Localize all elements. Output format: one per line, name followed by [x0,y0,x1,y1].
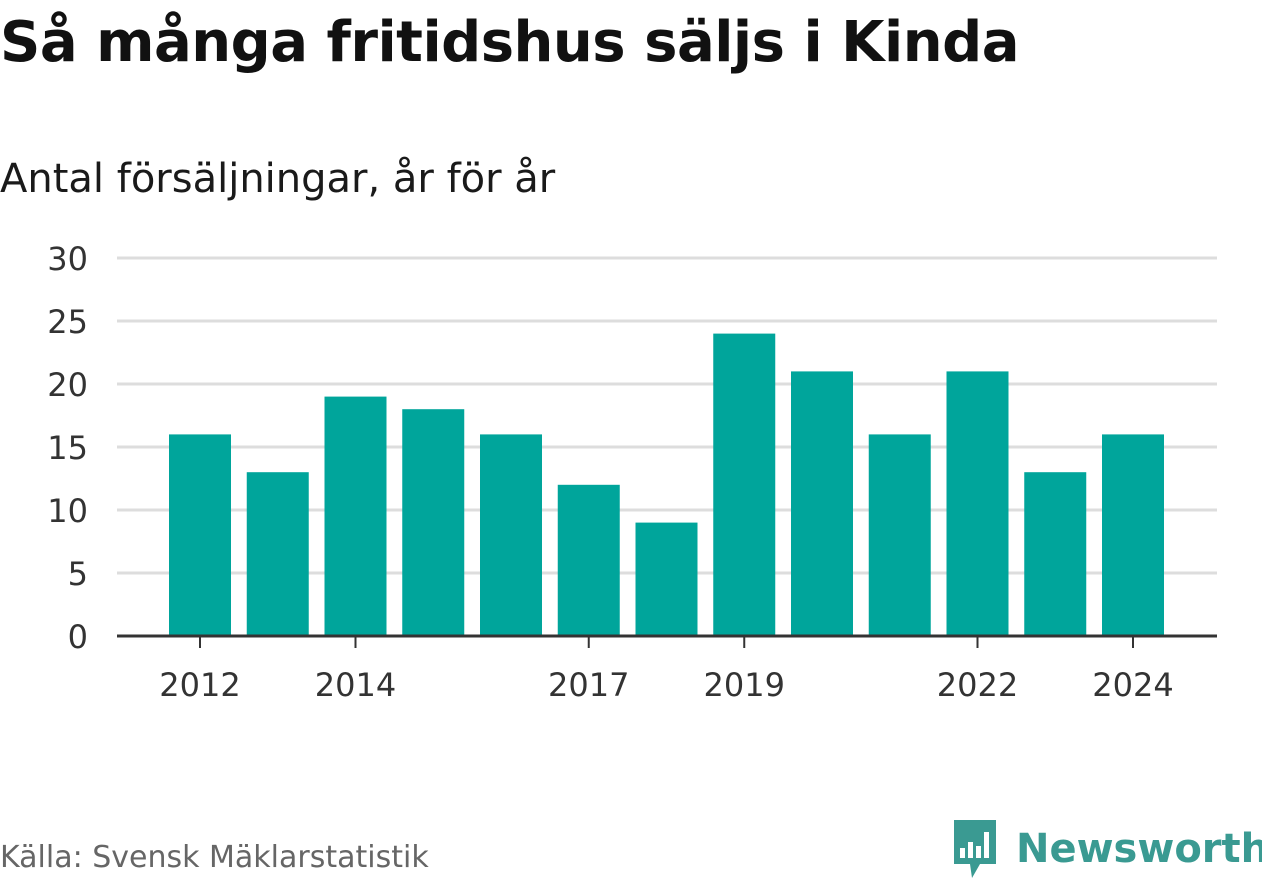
chart-subtitle: Antal försäljningar, år för år [0,156,556,202]
x-tick-label: 2022 [937,666,1018,704]
x-tick-label: 2014 [315,666,396,704]
x-tick-label: 2017 [548,666,629,704]
x-tick-label: 2019 [704,666,785,704]
bar-2013 [246,472,309,636]
y-tick-label: 15 [47,429,88,467]
bar-2020 [791,371,853,636]
x-tick-label: 2024 [1092,666,1173,704]
bar-2021 [868,434,931,636]
brand-name: Newsworthy [1016,826,1262,872]
source-note: Källa: Svensk Mäklarstatistik [0,840,429,875]
y-tick-label: 30 [47,240,88,278]
bar-2016 [480,434,542,636]
y-tick-label: 0 [68,618,88,656]
bar-2017 [557,484,620,636]
bar-2015 [402,409,465,636]
brand-logo: Newsworthy [950,818,1262,880]
bar-2012 [169,434,231,636]
y-tick-label: 20 [47,366,88,404]
x-tick-label: 2012 [159,666,240,704]
newsworthy-logo-icon [954,820,996,878]
y-tick-label: 5 [68,555,88,593]
bar-2018 [635,522,698,636]
bar-2014 [324,396,387,636]
y-tick-label: 10 [47,492,88,530]
bar-2019 [713,333,776,636]
chart-title: Så många fritidshus säljs i Kinda [0,10,1019,75]
bar-2024 [1102,434,1164,636]
bar-2023 [1024,472,1087,636]
y-tick-label: 25 [47,303,88,341]
bar-2022 [946,371,1009,636]
